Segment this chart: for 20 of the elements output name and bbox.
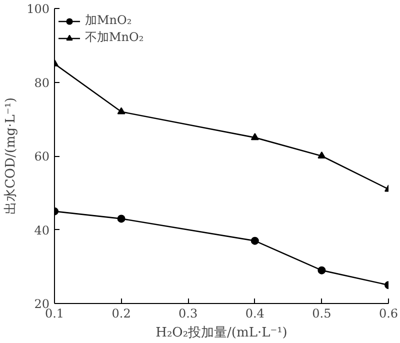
x-tick-label: 0.5	[312, 306, 332, 320]
y-axis-title: 出水COD/(mg·L⁻¹)	[4, 97, 19, 215]
x-tick-label: 0.1	[44, 306, 64, 320]
point	[250, 133, 259, 140]
point	[318, 151, 326, 159]
x-tick-label: 0.3	[178, 306, 198, 320]
x-tick-label: 0.6	[378, 306, 398, 320]
y-tick-label: 100	[26, 2, 50, 16]
y-tick-label: 40	[34, 223, 50, 238]
legend-label: 加MnO₂	[85, 12, 132, 29]
point	[117, 107, 126, 114]
legend-label: 不加MnO₂	[85, 29, 144, 46]
x-axis-title: H₂O₂投加量/(mL·L⁻¹)	[156, 326, 288, 340]
x-tick-label: 0.4	[245, 306, 265, 320]
point	[250, 236, 259, 245]
x-tick-label: 0.2	[112, 306, 131, 320]
y-tick-label: 60	[34, 150, 50, 164]
y-tick-label: 80	[34, 76, 50, 90]
point	[117, 214, 126, 223]
point	[318, 266, 326, 274]
